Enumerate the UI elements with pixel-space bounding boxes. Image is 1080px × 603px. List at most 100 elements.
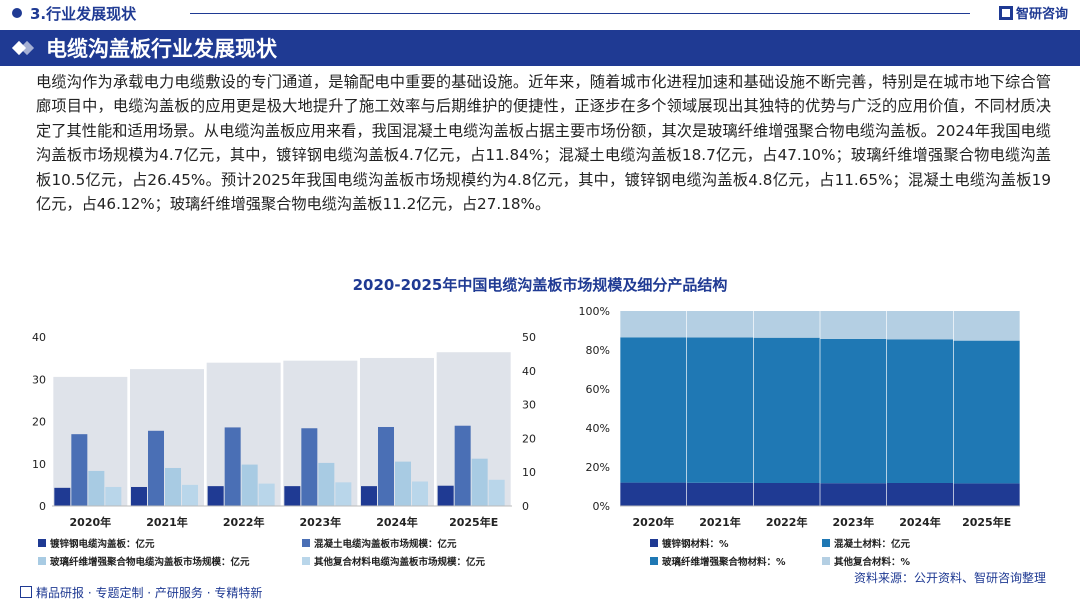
page-banner: 电缆沟盖板行业发展现状 bbox=[0, 30, 1080, 66]
x-tick-label: 2021年 bbox=[699, 515, 741, 529]
x-tick-label: 2023年 bbox=[300, 515, 342, 529]
bar-1 bbox=[148, 430, 164, 506]
bar-3 bbox=[335, 482, 352, 506]
stack-segment-2 bbox=[887, 311, 953, 340]
section-bullet-icon bbox=[12, 8, 22, 18]
left-axis-tick: 20 bbox=[32, 416, 46, 429]
legend-label: 镀锌钢材料：% bbox=[662, 538, 729, 550]
report-icon bbox=[20, 586, 32, 598]
page-title: 电缆沟盖板行业发展现状 bbox=[46, 37, 277, 61]
left-axis-tick: 30 bbox=[32, 373, 46, 386]
legend-swatch bbox=[650, 539, 658, 547]
stack-segment-1 bbox=[620, 337, 687, 483]
legend-swatch bbox=[302, 557, 310, 565]
bar-0 bbox=[54, 487, 71, 506]
legend-swatch bbox=[822, 539, 830, 547]
bar-1 bbox=[378, 426, 394, 506]
y-axis-tick: 40% bbox=[586, 422, 610, 435]
bar-0 bbox=[207, 486, 224, 506]
footer-bar: 精品研报 · 专题定制 · 产研服务 · 专精特新 bbox=[20, 584, 262, 601]
brand-name: 智研咨询 bbox=[1015, 7, 1068, 22]
bar-3 bbox=[258, 483, 275, 506]
stack-segment-1 bbox=[953, 340, 1020, 484]
stack-segment-0 bbox=[753, 482, 820, 506]
x-tick-label: 2020年 bbox=[633, 515, 675, 529]
stack-segment-0 bbox=[953, 483, 1020, 506]
header-rule bbox=[190, 13, 970, 14]
right-axis-tick: 20 bbox=[522, 432, 536, 445]
y-axis-tick: 20% bbox=[586, 461, 610, 474]
bar-2 bbox=[395, 461, 411, 506]
left-axis-tick: 40 bbox=[32, 331, 46, 344]
left-axis-tick: 0 bbox=[39, 500, 46, 513]
bar-0 bbox=[284, 486, 301, 506]
right-axis-tick: 0 bbox=[522, 500, 529, 513]
legend-swatch bbox=[38, 557, 46, 565]
bar-3 bbox=[488, 479, 505, 506]
legend-label: 混凝土电缆沟盖板市场规模：亿元 bbox=[314, 538, 457, 550]
bar-0 bbox=[437, 485, 454, 506]
stack-segment-2 bbox=[820, 311, 887, 339]
stack-segment-0 bbox=[687, 482, 753, 506]
bar-1 bbox=[71, 434, 88, 506]
right-axis-tick: 30 bbox=[522, 399, 536, 412]
bar-3 bbox=[182, 484, 198, 506]
bar-2 bbox=[88, 470, 105, 506]
stack-segment-1 bbox=[820, 338, 887, 484]
x-tick-label: 2025年E bbox=[962, 515, 1011, 529]
stack-segment-2 bbox=[753, 311, 820, 338]
section-title: 3.行业发展现状 bbox=[30, 5, 137, 23]
bar-0 bbox=[131, 486, 147, 506]
y-axis-tick: 0% bbox=[593, 500, 610, 513]
x-tick-label: 2022年 bbox=[766, 515, 808, 529]
legend-swatch bbox=[38, 539, 46, 547]
right-axis-tick: 10 bbox=[522, 466, 536, 479]
legend-swatch bbox=[650, 557, 658, 565]
x-tick-label: 2022年 bbox=[223, 515, 265, 529]
chart-title: 2020-2025年中国电缆沟盖板市场规模及细分产品结构 bbox=[352, 276, 728, 294]
bar-1 bbox=[454, 425, 471, 506]
legend-label: 其他复合材料：% bbox=[834, 556, 911, 568]
stack-segment-0 bbox=[820, 483, 887, 506]
legend-label: 玻璃纤维增强聚合物电缆沟盖板市场规模：亿元 bbox=[50, 556, 250, 568]
y-axis-tick: 60% bbox=[586, 383, 610, 396]
right-axis-tick: 50 bbox=[522, 331, 536, 344]
structure-chart: 0% 20% 40% 60% 80% 100% 2020年 2021年 2022年 2023年 20… bbox=[579, 305, 1020, 568]
x-tick-label: 2024年 bbox=[899, 515, 941, 529]
stack-segment-0 bbox=[887, 482, 953, 506]
brand-icon bbox=[998, 6, 1013, 20]
bar-1 bbox=[301, 428, 318, 506]
stack-segment-2 bbox=[687, 311, 753, 338]
legend-swatch bbox=[822, 557, 830, 565]
intro-paragraph: 电缆沟作为承载电力电缆敷设的专门通道，是输配电中重要的基础设施。近年来，随着城市… bbox=[36, 73, 1051, 214]
x-tick-label: 2021年 bbox=[146, 515, 188, 529]
stack-segment-1 bbox=[753, 337, 820, 483]
x-tick-label: 2020年 bbox=[70, 515, 112, 529]
bar-3 bbox=[105, 486, 122, 506]
bar-0 bbox=[361, 486, 377, 506]
stack-segment-1 bbox=[687, 337, 753, 483]
brand-logo: 智研咨询 bbox=[998, 3, 1068, 22]
bar-3 bbox=[412, 481, 428, 506]
diamond-arrows-icon bbox=[14, 40, 30, 56]
x-tick-label: 2025年E bbox=[449, 515, 498, 529]
legend-swatch bbox=[302, 539, 310, 547]
x-tick-label: 2023年 bbox=[833, 515, 875, 529]
left-axis-tick: 10 bbox=[32, 458, 46, 471]
stack-segment-0 bbox=[620, 482, 687, 506]
stack-segment-2 bbox=[953, 311, 1020, 341]
source-note: 资料来源：公开资料、智研咨询整理 bbox=[853, 571, 1046, 585]
top-bar: 3.行业发展现状 智研咨询 bbox=[0, 0, 1080, 26]
bar-2 bbox=[318, 462, 335, 506]
bar-1 bbox=[224, 427, 241, 506]
right-axis-tick: 40 bbox=[522, 365, 536, 378]
bar-2 bbox=[241, 464, 258, 506]
market-size-chart: 0 10 20 30 40 0 10 20 30 40 50 2020年 2021年 2022年 2023年… bbox=[32, 331, 536, 568]
stack-segment-2 bbox=[620, 311, 687, 338]
x-tick-label: 2024年 bbox=[376, 515, 418, 529]
stack-segment-1 bbox=[887, 339, 953, 483]
bar-2 bbox=[165, 467, 181, 506]
legend-label: 镀锌钢电缆沟盖板：亿元 bbox=[50, 538, 155, 550]
legend-label: 其他复合材料电缆沟盖板市场规模：亿元 bbox=[314, 556, 486, 568]
legend-label: 玻璃纤维增强聚合物材料：% bbox=[662, 556, 786, 568]
